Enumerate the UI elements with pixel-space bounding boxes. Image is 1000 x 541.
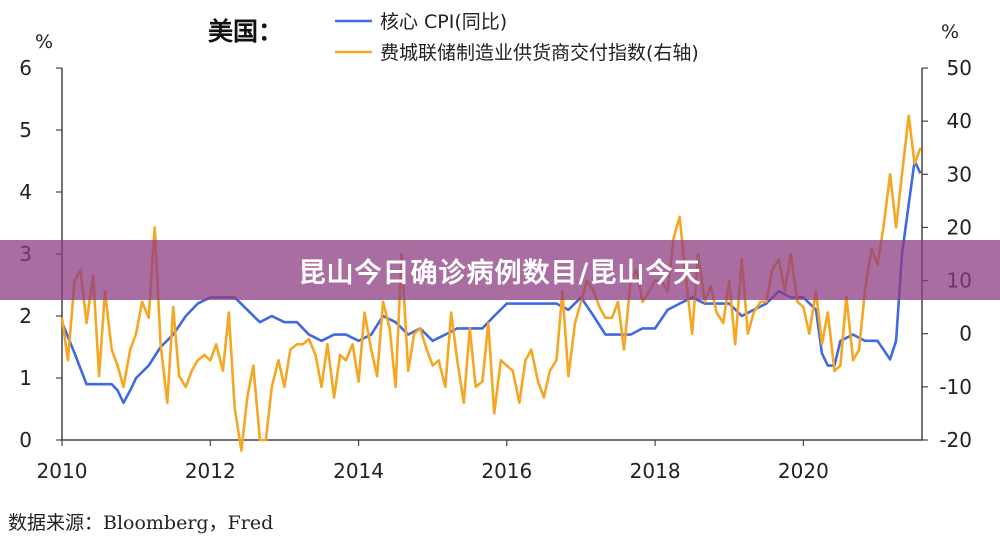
left-unit-label: % [35,31,53,53]
left-tick-label: 4 [19,180,32,204]
right-tick-label: -20 [939,428,972,452]
right-tick-label: -10 [939,375,972,399]
title-banner: 昆山今日确诊病例数目/昆山今天 [0,240,1000,300]
legend-label-cpi: 核心 CPI(同比) [380,11,507,33]
right-tick-label: 0 [959,322,972,346]
chart-legend: 美国： 核心 CPI(同比) 费城联储制造业供货商交付指数(右轴) [208,11,699,64]
left-tick-label: 1 [19,366,32,390]
right-tick-label: 20 [947,215,972,239]
chart-title: 美国： [208,17,283,46]
banner-title: 昆山今日确诊病例数目/昆山今天 [298,257,702,289]
x-tick-label: 2018 [630,459,681,483]
right-unit-label: % [941,21,959,43]
x-tick-label: 2016 [481,459,532,483]
source-note: 数据来源：Bloomberg，Fred [8,512,274,534]
left-tick-label: 6 [19,56,32,80]
right-tick-label: 30 [947,162,972,186]
x-tick-label: 2012 [185,459,236,483]
left-tick-label: 0 [19,428,32,452]
left-tick-label: 5 [19,118,32,142]
right-tick-label: 40 [947,109,972,133]
x-tick-label: 2020 [778,459,829,483]
legend-label-philly: 费城联储制造业供货商交付指数(右轴) [380,42,699,64]
series-line-core-cpi [60,159,922,405]
x-tick-label: 2010 [37,459,88,483]
left-tick-label: 2 [19,304,32,328]
x-tick-label: 2014 [333,459,384,483]
right-tick-label: 50 [947,56,972,80]
